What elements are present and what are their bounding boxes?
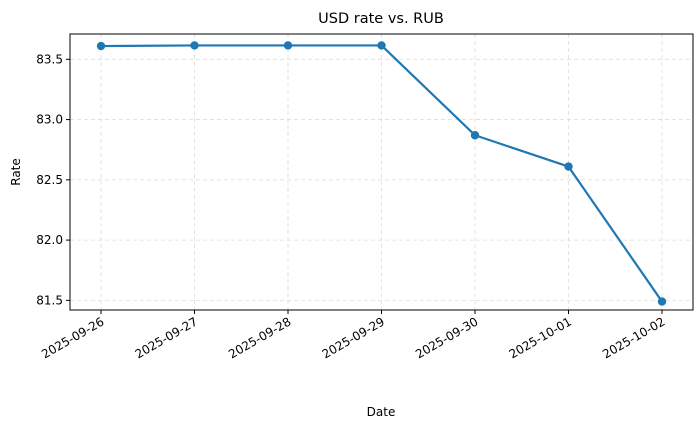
plot-series: [96, 41, 667, 306]
y-tick-label: 82.0: [36, 233, 63, 247]
data-point: [190, 41, 199, 50]
y-axis-label: Rate: [9, 158, 23, 186]
y-tick-label: 83.0: [36, 113, 63, 127]
data-point: [470, 131, 480, 140]
data-point: [564, 162, 573, 171]
x-axis-label: Date: [367, 405, 396, 419]
data-point: [657, 297, 667, 306]
chart-title: USD rate vs. RUB: [318, 11, 444, 27]
grid: [70, 34, 693, 310]
y-tick-label: 83.5: [36, 52, 63, 66]
y-tick-label: 82.5: [36, 173, 63, 187]
data-point: [377, 41, 386, 50]
y-axis-ticks: 81.5 82.0 82.5 83.0 83.5: [36, 52, 70, 307]
y-tick-label: 81.5: [36, 293, 63, 307]
data-point: [96, 41, 106, 51]
data-point: [283, 41, 293, 50]
